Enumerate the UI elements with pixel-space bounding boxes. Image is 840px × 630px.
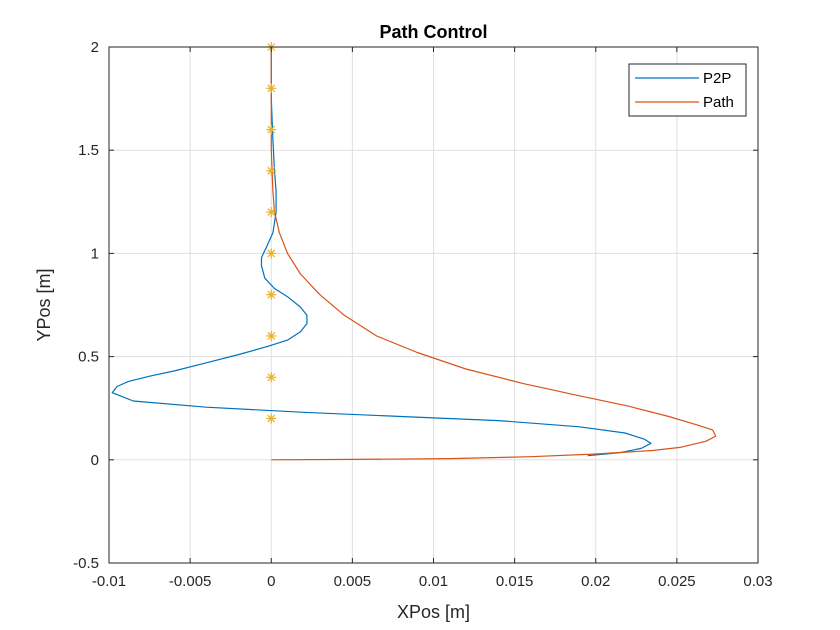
x-tick-label: 0.02 xyxy=(581,573,610,590)
legend: P2P Path xyxy=(628,63,747,117)
legend-label: Path xyxy=(703,94,734,111)
y-tick-label: -0.5 xyxy=(73,555,99,572)
legend-label: P2P xyxy=(703,70,731,87)
waypoint-marker xyxy=(266,83,277,94)
waypoint-marker xyxy=(266,372,277,383)
y-axis-label: YPos [m] xyxy=(34,268,54,341)
x-tick-label: -0.01 xyxy=(92,573,126,590)
chart-title: Path Control xyxy=(380,22,488,42)
grid xyxy=(108,46,759,564)
y-tick-label: 0.5 xyxy=(78,349,99,366)
x-tick-label: -0.005 xyxy=(169,573,212,590)
waypoint-marker xyxy=(266,207,277,218)
waypoint-marker xyxy=(266,289,277,300)
x-tick-label: 0.005 xyxy=(334,573,372,590)
waypoint-marker xyxy=(266,413,277,424)
waypoint-marker xyxy=(266,248,277,259)
legend-box xyxy=(628,63,747,117)
y-tick-label: 0 xyxy=(91,452,99,469)
waypoint-marker xyxy=(266,165,277,176)
series-line-path xyxy=(270,47,717,461)
x-tick-label: 0.01 xyxy=(419,573,448,590)
x-tick-label: 0.015 xyxy=(496,573,534,590)
waypoint-marker xyxy=(266,330,277,341)
y-tick-label: 1 xyxy=(91,245,99,262)
x-tick-label: 0.03 xyxy=(743,573,772,590)
x-tick-label: 0.025 xyxy=(658,573,696,590)
y-tick-label: 1.5 xyxy=(78,142,99,159)
x-tick-label: 0 xyxy=(267,573,275,590)
series-layer xyxy=(111,42,717,461)
x-axis: -0.01 -0.005 0 0.005 0.01 0.015 0.02 0.025 0.03 xyxy=(92,47,773,590)
series-line-p2p xyxy=(111,47,652,457)
waypoint-marker xyxy=(266,124,277,135)
x-axis-label: XPos [m] xyxy=(397,602,470,622)
y-axis: -0.5 0 0.5 1 1.5 2 xyxy=(73,39,758,572)
y-tick-label: 2 xyxy=(91,39,99,56)
